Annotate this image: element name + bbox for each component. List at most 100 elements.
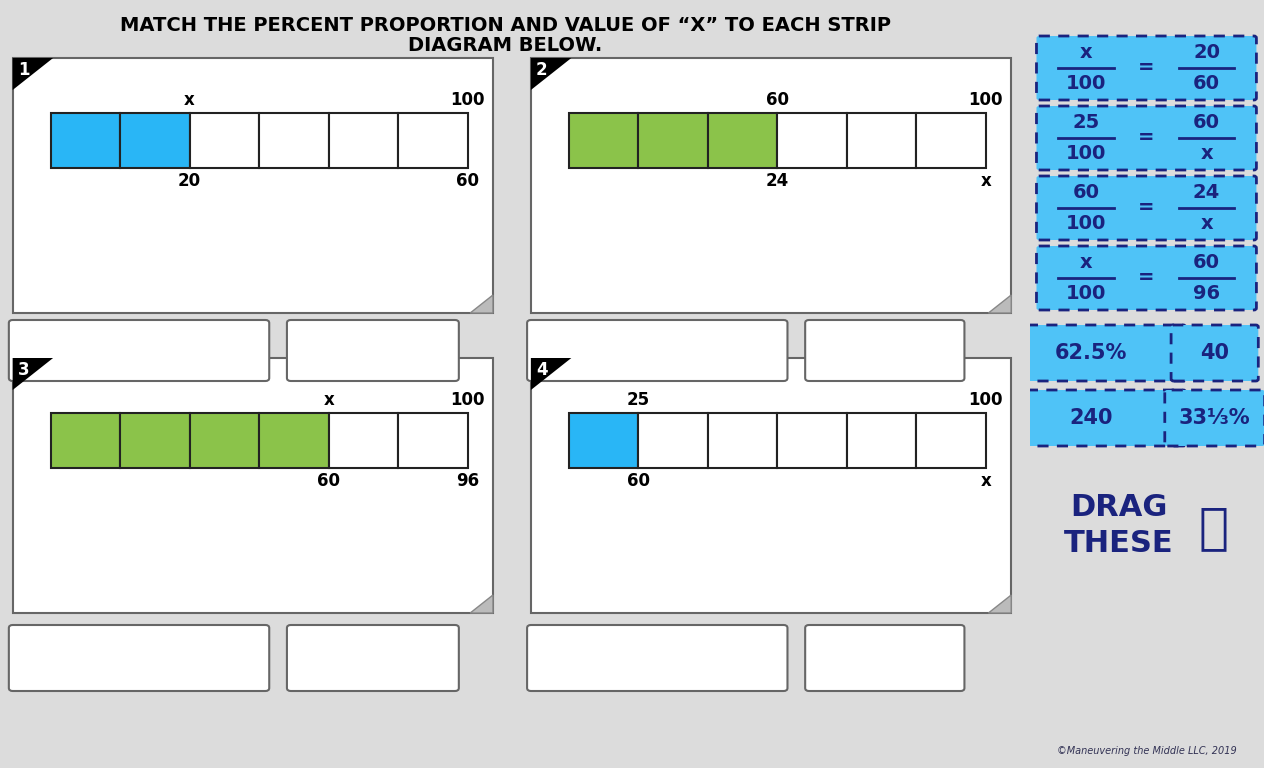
FancyBboxPatch shape bbox=[531, 58, 1011, 313]
Bar bbox=[638, 113, 708, 168]
Bar bbox=[777, 413, 847, 468]
Text: 33⅓%: 33⅓% bbox=[1179, 408, 1250, 428]
Text: =: = bbox=[1138, 128, 1155, 147]
Text: 60: 60 bbox=[1193, 74, 1220, 93]
FancyBboxPatch shape bbox=[805, 625, 964, 691]
Text: ©Maneuvering the Middle LLC, 2019: ©Maneuvering the Middle LLC, 2019 bbox=[1057, 746, 1236, 756]
Text: x: x bbox=[324, 391, 334, 409]
Text: DIAGRAM BELOW.: DIAGRAM BELOW. bbox=[408, 36, 603, 55]
Text: 60: 60 bbox=[627, 472, 650, 490]
Text: 20: 20 bbox=[1193, 43, 1220, 62]
Text: 60: 60 bbox=[317, 472, 340, 490]
Polygon shape bbox=[470, 295, 493, 313]
Polygon shape bbox=[531, 58, 571, 90]
Bar bbox=[259, 113, 329, 168]
FancyBboxPatch shape bbox=[9, 625, 269, 691]
Bar bbox=[398, 413, 468, 468]
Text: 3: 3 bbox=[18, 361, 29, 379]
Text: x: x bbox=[1201, 214, 1213, 233]
Text: 100: 100 bbox=[968, 91, 1004, 109]
Text: 100: 100 bbox=[450, 391, 485, 409]
Polygon shape bbox=[13, 358, 53, 390]
Bar bbox=[569, 413, 638, 468]
Bar bbox=[259, 413, 329, 468]
FancyBboxPatch shape bbox=[527, 625, 787, 691]
Text: x: x bbox=[185, 91, 195, 109]
Text: 25: 25 bbox=[627, 391, 650, 409]
FancyBboxPatch shape bbox=[1170, 325, 1258, 381]
Bar bbox=[708, 113, 777, 168]
Bar bbox=[120, 413, 190, 468]
Text: 2: 2 bbox=[536, 61, 547, 79]
Text: =: = bbox=[1138, 269, 1155, 287]
Text: 100: 100 bbox=[1066, 74, 1106, 93]
Bar bbox=[329, 113, 398, 168]
Bar bbox=[51, 413, 120, 468]
Bar bbox=[569, 113, 638, 168]
Text: 100: 100 bbox=[450, 91, 485, 109]
Bar bbox=[916, 113, 986, 168]
Text: 62.5%: 62.5% bbox=[1054, 343, 1127, 363]
Text: MATCH THE PERCENT PROPORTION AND VALUE OF “X” TO EACH STRIP: MATCH THE PERCENT PROPORTION AND VALUE O… bbox=[120, 16, 891, 35]
Text: THESE: THESE bbox=[1064, 528, 1173, 558]
Text: 40: 40 bbox=[1201, 343, 1229, 363]
Text: 1: 1 bbox=[18, 61, 29, 79]
Bar bbox=[120, 113, 190, 168]
Bar bbox=[190, 113, 259, 168]
Text: 4: 4 bbox=[536, 361, 547, 379]
Text: x: x bbox=[1079, 43, 1092, 62]
Text: x: x bbox=[981, 172, 991, 190]
Bar bbox=[638, 413, 708, 468]
Text: 24: 24 bbox=[766, 172, 789, 190]
Text: 24: 24 bbox=[1193, 183, 1220, 202]
Bar bbox=[708, 413, 777, 468]
Text: =: = bbox=[1138, 198, 1155, 217]
FancyBboxPatch shape bbox=[287, 320, 459, 381]
Text: 60: 60 bbox=[766, 91, 789, 109]
Text: 60: 60 bbox=[1193, 113, 1220, 132]
Bar bbox=[847, 413, 916, 468]
Bar bbox=[777, 113, 847, 168]
Text: 60: 60 bbox=[1193, 253, 1220, 272]
FancyBboxPatch shape bbox=[13, 358, 493, 613]
Bar bbox=[51, 113, 120, 168]
Text: 20: 20 bbox=[178, 172, 201, 190]
FancyBboxPatch shape bbox=[1036, 176, 1256, 240]
FancyBboxPatch shape bbox=[1164, 390, 1264, 446]
Text: 25: 25 bbox=[1073, 113, 1100, 132]
FancyBboxPatch shape bbox=[287, 625, 459, 691]
Polygon shape bbox=[988, 595, 1011, 613]
Text: x: x bbox=[1201, 144, 1213, 163]
Text: 100: 100 bbox=[1066, 214, 1106, 233]
Text: 240: 240 bbox=[1069, 408, 1112, 428]
Text: DRAG: DRAG bbox=[1069, 494, 1168, 522]
Text: 60: 60 bbox=[1073, 183, 1100, 202]
Bar bbox=[916, 413, 986, 468]
FancyBboxPatch shape bbox=[13, 58, 493, 313]
FancyBboxPatch shape bbox=[1036, 36, 1256, 100]
Text: 96: 96 bbox=[456, 472, 479, 490]
Text: 60: 60 bbox=[456, 172, 479, 190]
Text: 👆: 👆 bbox=[1198, 504, 1229, 552]
Text: =: = bbox=[1138, 58, 1155, 78]
Text: 96: 96 bbox=[1193, 284, 1220, 303]
Polygon shape bbox=[470, 595, 493, 613]
Text: x: x bbox=[981, 472, 991, 490]
Polygon shape bbox=[13, 58, 53, 90]
FancyBboxPatch shape bbox=[1036, 106, 1256, 170]
FancyBboxPatch shape bbox=[9, 320, 269, 381]
Bar bbox=[329, 413, 398, 468]
FancyBboxPatch shape bbox=[805, 320, 964, 381]
Bar bbox=[398, 113, 468, 168]
Polygon shape bbox=[531, 358, 571, 390]
Bar bbox=[847, 113, 916, 168]
Text: 100: 100 bbox=[1066, 284, 1106, 303]
Polygon shape bbox=[988, 295, 1011, 313]
FancyBboxPatch shape bbox=[531, 358, 1011, 613]
Text: x: x bbox=[1079, 253, 1092, 272]
FancyBboxPatch shape bbox=[1036, 246, 1256, 310]
Text: 100: 100 bbox=[968, 391, 1004, 409]
Text: 100: 100 bbox=[1066, 144, 1106, 163]
FancyBboxPatch shape bbox=[996, 325, 1186, 381]
FancyBboxPatch shape bbox=[996, 390, 1186, 446]
